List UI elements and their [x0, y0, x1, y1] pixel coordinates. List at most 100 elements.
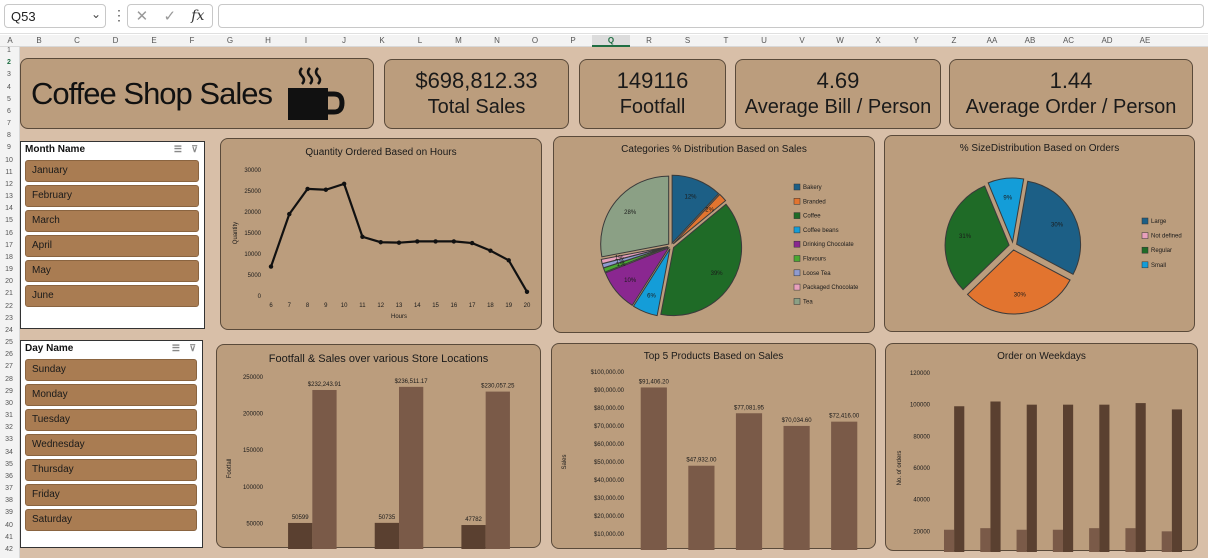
- row-header-8[interactable]: 8: [7, 132, 11, 140]
- column-header-r[interactable]: R: [646, 36, 652, 45]
- row-header-17[interactable]: 17: [5, 241, 13, 249]
- row-header-16[interactable]: 16: [5, 229, 13, 237]
- column-header-y[interactable]: Y: [913, 36, 919, 45]
- column-header-z[interactable]: Z: [951, 36, 957, 45]
- row-header-37[interactable]: 37: [5, 485, 13, 493]
- enter-icon[interactable]: ✓: [163, 8, 177, 25]
- slicer-item-february[interactable]: February: [25, 185, 199, 207]
- column-header-o[interactable]: O: [531, 36, 539, 45]
- slicer-item-sunday[interactable]: Sunday: [25, 359, 197, 381]
- column-header-k[interactable]: K: [379, 36, 385, 45]
- row-header-19[interactable]: 19: [5, 266, 13, 274]
- column-header-v[interactable]: V: [799, 36, 805, 45]
- row-header-12[interactable]: 12: [5, 180, 13, 188]
- row-header-39[interactable]: 39: [5, 509, 13, 517]
- slicer-item-thursday[interactable]: Thursday: [25, 459, 197, 481]
- chart-quantity-by-hour[interactable]: Quantity Ordered Based on Hours 0 5000 100…: [220, 138, 542, 330]
- clear-filter-icon[interactable]: ⊽: [191, 144, 198, 154]
- row-header-20[interactable]: 20: [5, 278, 13, 286]
- row-header-42[interactable]: 42: [5, 545, 13, 553]
- column-header-e[interactable]: E: [151, 36, 157, 45]
- slicer-item-monday[interactable]: Monday: [25, 384, 197, 406]
- row-header-40[interactable]: 40: [5, 521, 13, 529]
- row-header-21[interactable]: 21: [5, 290, 13, 298]
- slicer-item-june[interactable]: June: [25, 285, 199, 307]
- column-header-l[interactable]: L: [417, 36, 423, 45]
- column-header-t[interactable]: T: [723, 36, 729, 45]
- row-header-6[interactable]: 6: [7, 107, 11, 115]
- row-header-32[interactable]: 32: [5, 424, 13, 432]
- name-box[interactable]: Q53 ⌄: [4, 4, 106, 28]
- row-header-35[interactable]: 35: [5, 460, 13, 468]
- row-header-14[interactable]: 14: [5, 205, 13, 213]
- row-header-24[interactable]: 24: [5, 326, 13, 334]
- chart-top-products[interactable]: Top 5 Products Based on Sales $0.00$10,0…: [551, 343, 876, 550]
- row-header-25[interactable]: 25: [5, 339, 13, 347]
- column-header-g[interactable]: G: [226, 36, 234, 45]
- row-header-1[interactable]: 1: [7, 47, 11, 54]
- column-header-ab[interactable]: AB: [1024, 36, 1036, 45]
- column-header-ad[interactable]: AD: [1101, 36, 1113, 45]
- row-header-23[interactable]: 23: [5, 314, 13, 322]
- cancel-icon[interactable]: ✕: [135, 8, 149, 25]
- slicer-item-wednesday[interactable]: Wednesday: [25, 434, 197, 456]
- slicer-item-january[interactable]: January: [25, 160, 199, 182]
- column-header-aa[interactable]: AA: [986, 36, 998, 45]
- row-header-31[interactable]: 31: [5, 412, 13, 420]
- row-header-9[interactable]: 9: [7, 144, 11, 152]
- column-header-u[interactable]: U: [761, 36, 767, 45]
- column-header-m[interactable]: M: [455, 36, 462, 45]
- slicer-item-march[interactable]: March: [25, 210, 199, 232]
- slicer-item-tuesday[interactable]: Tuesday: [25, 409, 197, 431]
- column-header-i[interactable]: I: [304, 36, 308, 45]
- column-header-h[interactable]: H: [265, 36, 271, 45]
- chart-category-distribution[interactable]: Categories % Distribution Based on Sales…: [553, 136, 875, 333]
- row-header-36[interactable]: 36: [5, 472, 13, 480]
- row-header-38[interactable]: 38: [5, 497, 13, 505]
- column-header-b[interactable]: B: [36, 36, 42, 45]
- row-header-33[interactable]: 33: [5, 436, 13, 444]
- column-header-q[interactable]: Q: [592, 35, 630, 47]
- column-header-x[interactable]: X: [875, 36, 881, 45]
- slicer-item-saturday[interactable]: Saturday: [25, 509, 197, 531]
- row-header-29[interactable]: 29: [5, 387, 13, 395]
- insert-function-icon[interactable]: fx: [191, 8, 205, 24]
- row-header-22[interactable]: 22: [5, 302, 13, 310]
- chart-weekday-orders[interactable]: Order on Weekdays 0200004000060000800001…: [885, 343, 1198, 552]
- slicer-item-may[interactable]: May: [25, 260, 199, 282]
- row-header-10[interactable]: 10: [5, 156, 13, 164]
- row-header-13[interactable]: 13: [5, 193, 13, 201]
- column-header-d[interactable]: D: [112, 36, 119, 45]
- column-header-w[interactable]: W: [836, 36, 844, 45]
- row-header-3[interactable]: 3: [7, 71, 11, 79]
- row-header-41[interactable]: 41: [5, 533, 13, 541]
- column-header-j[interactable]: J: [342, 36, 346, 45]
- column-header-c[interactable]: C: [74, 36, 80, 45]
- chevron-down-icon[interactable]: ⌄: [90, 7, 101, 21]
- column-header-ae[interactable]: AE: [1139, 36, 1151, 45]
- row-header-27[interactable]: 27: [5, 363, 13, 371]
- column-header-n[interactable]: N: [494, 36, 500, 45]
- row-header-28[interactable]: 28: [5, 375, 13, 383]
- column-header-s[interactable]: S: [684, 36, 691, 45]
- column-header-ac[interactable]: AC: [1062, 36, 1075, 45]
- row-header-34[interactable]: 34: [5, 448, 13, 456]
- multi-select-icon[interactable]: ☰: [173, 144, 182, 154]
- more-options-icon[interactable]: ⋮: [112, 7, 126, 23]
- multi-select-icon[interactable]: ☰: [171, 343, 180, 353]
- column-header-f[interactable]: F: [189, 36, 195, 45]
- row-header-11[interactable]: 11: [5, 168, 13, 176]
- clear-filter-icon[interactable]: ⊽: [189, 343, 196, 353]
- slicer-item-friday[interactable]: Friday: [25, 484, 197, 506]
- row-header-5[interactable]: 5: [7, 95, 11, 103]
- formula-input[interactable]: [218, 4, 1204, 28]
- row-header-30[interactable]: 30: [5, 399, 13, 407]
- chart-size-distribution[interactable]: % SizeDistribution Based on Orders 30% 30…: [884, 135, 1195, 332]
- row-header-2[interactable]: 2: [7, 59, 11, 67]
- slicer-item-april[interactable]: April: [25, 235, 199, 257]
- row-header-7[interactable]: 7: [7, 120, 11, 128]
- column-header-p[interactable]: P: [570, 36, 576, 45]
- row-header-4[interactable]: 4: [7, 83, 11, 91]
- chart-store-locations[interactable]: Footfall & Sales over various Store Loca…: [216, 344, 541, 549]
- row-header-18[interactable]: 18: [5, 253, 13, 261]
